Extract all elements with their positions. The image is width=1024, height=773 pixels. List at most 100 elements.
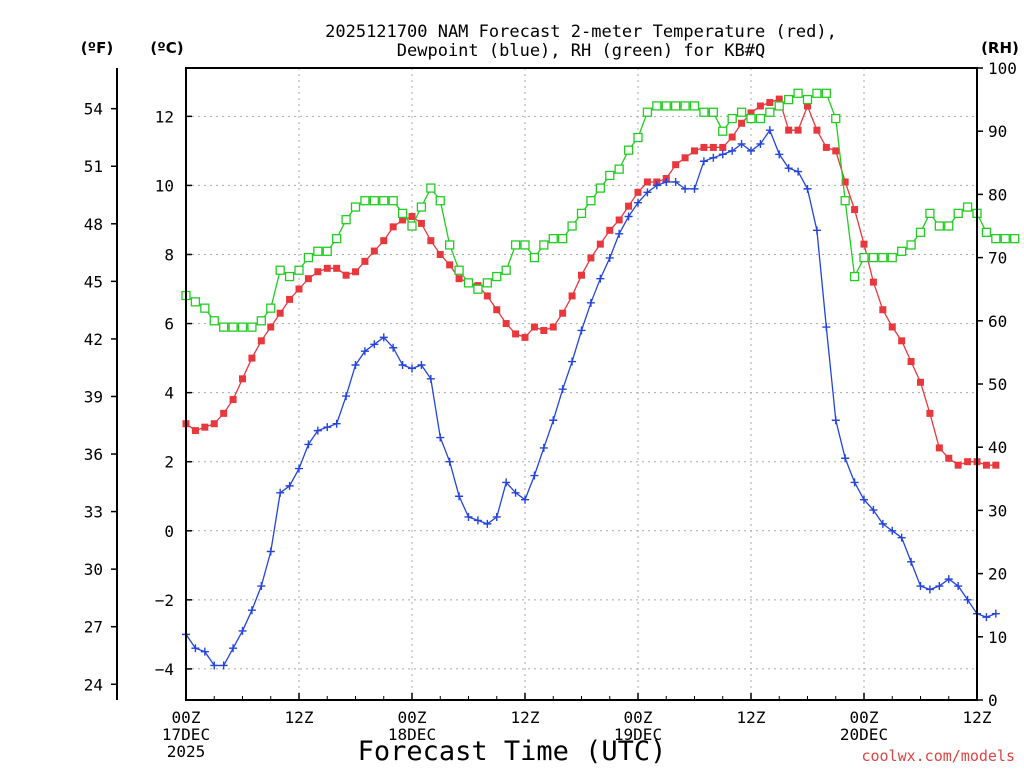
2-meter-temperature-point: [276, 309, 284, 317]
dewpoint-point: [643, 188, 652, 197]
2-meter-temperature-point: [540, 326, 548, 334]
rh-point: [510, 240, 521, 250]
2-meter-temperature-point: [295, 285, 303, 293]
2-meter-temperature-point: [728, 133, 736, 141]
2-meter-temperature-point: [314, 268, 322, 276]
dewpoint-point: [398, 361, 407, 370]
2-meter-temperature-point: [436, 250, 444, 258]
rh-point: [219, 322, 229, 332]
2-meter-temperature-point: [239, 375, 246, 383]
rh-point: [275, 265, 285, 275]
2-meter-temperature-point: [483, 292, 491, 300]
dewpoint-point: [464, 512, 473, 521]
dewpoint-point: [718, 150, 727, 159]
rh-point: [482, 278, 492, 288]
rh-point: [991, 233, 1001, 244]
2-meter-temperature-point: [361, 257, 369, 265]
x-tick-label: 12Z: [737, 708, 766, 727]
rh-point: [209, 316, 219, 326]
rh-point: [774, 101, 784, 111]
dewpoint-point: [417, 361, 426, 370]
2-meter-temperature-point: [643, 178, 651, 186]
dewpoint-point: [577, 326, 586, 335]
2-meter-temperature-point: [738, 119, 746, 127]
dewpoint-point: [323, 423, 332, 432]
dewpoint-point: [634, 198, 642, 207]
2-meter-temperature-point: [342, 271, 350, 279]
rh-point: [934, 221, 944, 231]
rh-point: [576, 208, 587, 219]
rh-point: [765, 107, 775, 117]
2-meter-temperature-point: [512, 330, 520, 338]
rh-point: [614, 164, 624, 174]
rh-point: [360, 196, 370, 206]
2-meter-temperature-point: [333, 264, 341, 272]
rh-point: [473, 284, 483, 294]
rh-point: [708, 107, 718, 117]
2-meter-temperature-point: [568, 292, 576, 300]
rh-point: [699, 107, 709, 117]
dewpoint-point: [445, 457, 454, 466]
celsius-tick-label: 2: [164, 453, 174, 472]
dewpoint-point: [389, 343, 398, 352]
2-meter-temperature-point: [606, 226, 614, 234]
dewpoint-point: [351, 361, 360, 370]
celsius-tick-label: −4: [155, 660, 174, 679]
2-meter-temperature-point: [954, 461, 962, 469]
dewpoint-point: [812, 226, 821, 235]
rh-point: [821, 88, 831, 98]
2-meter-temperature-point: [493, 306, 501, 314]
rh-tick-label: 10: [988, 628, 1007, 647]
rh-point: [897, 246, 907, 256]
dewpoint-point: [822, 323, 831, 332]
2-meter-temperature-point: [210, 420, 218, 428]
dewpoint-point: [916, 582, 925, 591]
dewpoint-point: [699, 157, 708, 166]
rh-point: [454, 265, 464, 275]
x-tick-label: 00Z: [624, 708, 653, 727]
rh-point: [416, 202, 427, 212]
celsius-tick-label: 8: [164, 245, 174, 264]
dewpoint-point: [568, 357, 577, 366]
credit-label: coolwx.com/models: [861, 747, 1015, 765]
rh-point: [925, 208, 935, 219]
2-meter-temperature-point: [267, 323, 275, 331]
rh-tick-label: 100: [988, 59, 1017, 78]
chart-title-line-1: 2025121700 NAM Forecast 2-meter Temperat…: [325, 22, 837, 42]
fahrenheit-tick-label: 42: [84, 330, 103, 349]
dewpoint-point: [257, 582, 266, 591]
fahrenheit-unit-label: (ºF): [81, 39, 113, 57]
rh-point: [642, 107, 653, 117]
2-meter-temperature-point: [804, 102, 811, 110]
2-meter-temperature-point: [521, 333, 529, 341]
2-meter-temperature-point: [709, 143, 717, 151]
2-meter-temperature-point: [888, 323, 896, 331]
2-meter-temperature-point: [879, 306, 887, 314]
rh-line: [185, 92, 1015, 328]
2-meter-temperature-point: [747, 109, 755, 117]
fahrenheit-tick-label: 27: [84, 618, 103, 637]
rh-point: [463, 278, 474, 288]
rh-point: [407, 221, 417, 231]
fahrenheit-tick-label: 54: [84, 100, 103, 119]
2-meter-temperature-point: [813, 126, 821, 134]
dewpoint-point: [756, 139, 765, 148]
2-meter-temperature-point: [691, 147, 698, 155]
2-meter-temperature-point: [304, 275, 312, 283]
fahrenheit-tick-label: 48: [84, 215, 103, 234]
rh-tick-label: 0: [988, 691, 998, 710]
2-meter-temperature-point: [681, 154, 689, 162]
2-meter-temperature-point: [408, 213, 416, 221]
2-meter-temperature-point: [982, 461, 990, 469]
celsius-tick-label: 12: [155, 107, 174, 126]
dewpoint-point: [219, 661, 228, 670]
dewpoint-point: [276, 488, 285, 497]
dewpoint-point: [775, 150, 784, 159]
dewpoint-point: [295, 464, 303, 473]
2-meter-temperature-point: [201, 423, 209, 431]
dewpoint-point: [681, 184, 690, 193]
rh-tick-label: 60: [988, 312, 1007, 331]
rh-tick-label: 30: [988, 501, 1007, 520]
rh-point: [548, 233, 558, 244]
